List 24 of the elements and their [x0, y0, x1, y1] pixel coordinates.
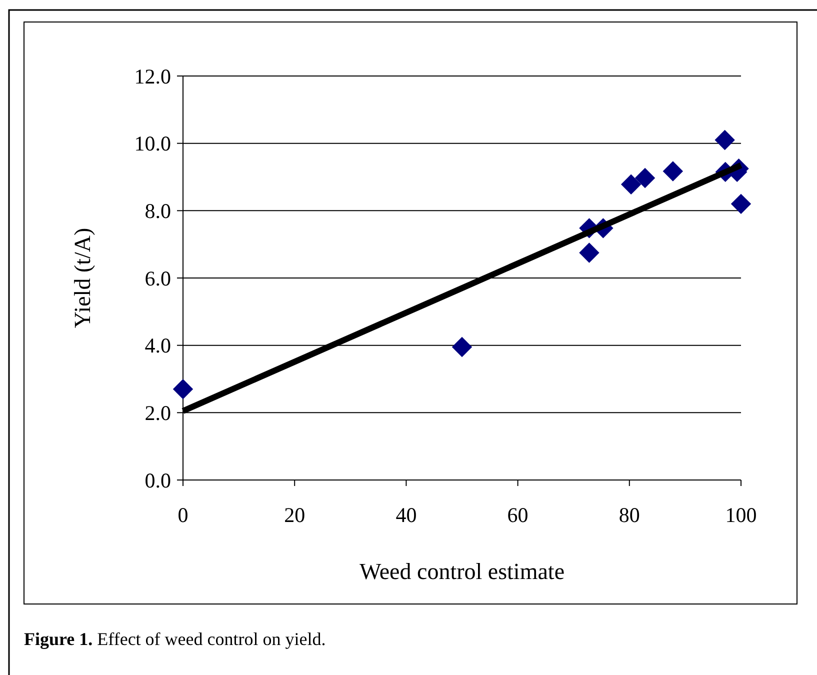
- point: [620, 174, 642, 195]
- x-axis-title: Weed control estimate: [359, 559, 565, 584]
- x-tick-label: 40: [396, 503, 417, 527]
- x-tick-label: 0: [178, 503, 188, 527]
- point: [662, 161, 684, 182]
- x-tick-label: 80: [618, 503, 640, 527]
- y-tick-label: 8.0: [144, 199, 171, 224]
- x-tick-label: 60: [507, 503, 528, 527]
- point: [579, 242, 600, 263]
- point: [452, 336, 472, 358]
- point: [730, 194, 752, 214]
- point: [172, 379, 194, 400]
- x-tick-label: 100: [725, 503, 757, 527]
- caption: Figure 1. Effect of weed control on yield.: [24, 629, 326, 649]
- point: [714, 130, 735, 150]
- x-tick-label: 20: [284, 503, 306, 527]
- y-tick-label: 6.0: [144, 266, 171, 290]
- y-tick-label: 2.0: [144, 401, 171, 426]
- y-tick-label: 12.0: [134, 64, 171, 88]
- point: [634, 168, 656, 188]
- y-tick-label: 10.0: [134, 132, 171, 156]
- y-axis-title: Yield (t/A): [70, 228, 95, 328]
- y-tick-label: 0.0: [144, 468, 171, 492]
- y-tick-label: 4.0: [144, 334, 171, 358]
